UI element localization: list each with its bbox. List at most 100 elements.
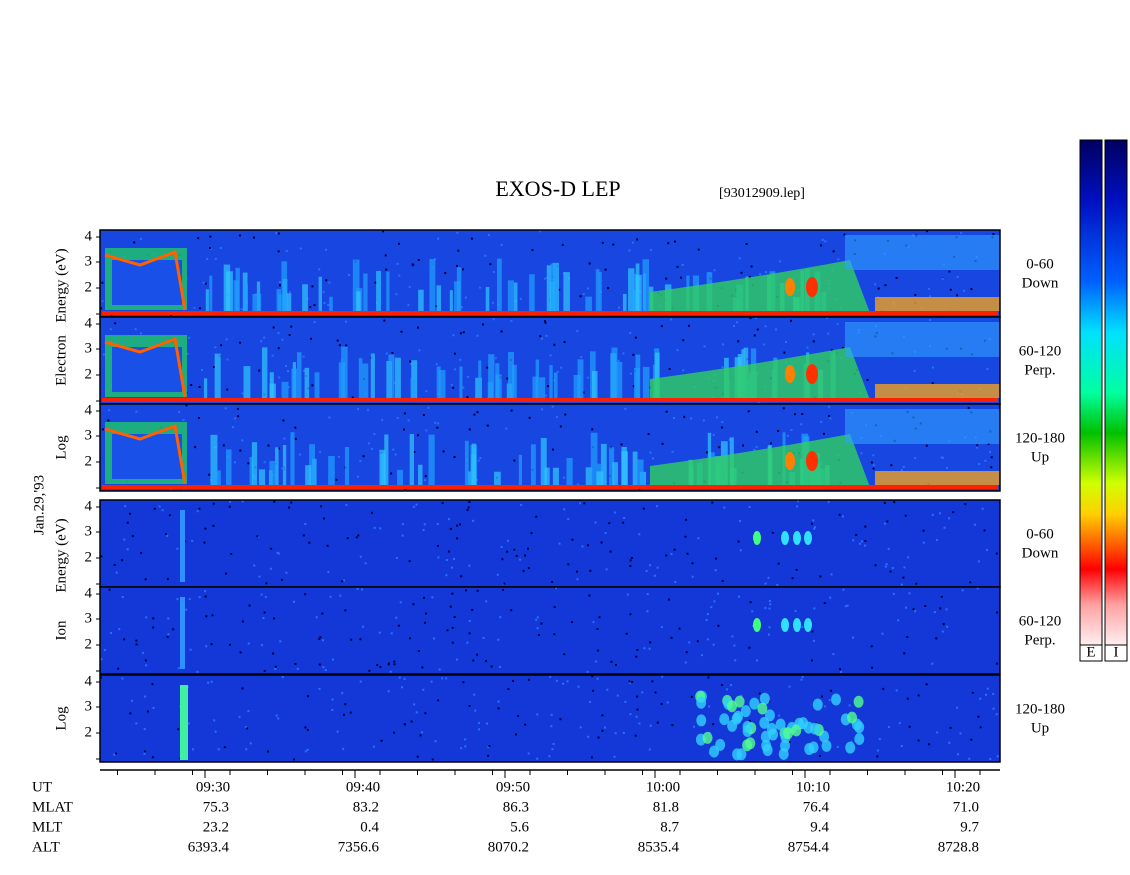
texture — [960, 232, 963, 235]
texture — [382, 230, 385, 233]
texture — [511, 679, 514, 682]
texture — [115, 571, 118, 574]
texture — [441, 677, 444, 680]
spike — [269, 460, 276, 487]
texture — [400, 686, 403, 689]
texture — [462, 268, 465, 271]
texture — [108, 588, 111, 591]
texture — [328, 416, 331, 419]
texture — [686, 552, 689, 555]
texture — [520, 503, 523, 506]
texture — [230, 552, 233, 555]
texture — [648, 647, 651, 650]
texture — [273, 500, 276, 503]
blob — [764, 709, 775, 722]
texture — [631, 680, 634, 683]
texture — [563, 508, 566, 511]
spike — [379, 449, 386, 487]
texture — [373, 526, 376, 529]
spike — [634, 367, 640, 400]
texture — [214, 730, 217, 733]
texture — [311, 384, 314, 387]
texture — [398, 242, 401, 245]
texture — [623, 516, 626, 519]
texture — [891, 567, 894, 570]
spike — [352, 259, 360, 313]
texture — [537, 633, 540, 636]
texture — [864, 540, 867, 543]
texture — [624, 700, 627, 703]
texture — [822, 432, 825, 435]
texture — [682, 369, 685, 372]
texture — [460, 306, 463, 309]
texture — [649, 641, 652, 644]
texture — [357, 534, 360, 537]
texture — [737, 595, 740, 598]
texture — [357, 408, 360, 411]
texture — [551, 748, 554, 751]
spike — [632, 451, 638, 487]
texture — [490, 665, 493, 668]
texture — [962, 289, 965, 292]
texture — [510, 609, 513, 612]
texture — [213, 719, 216, 722]
texture — [883, 501, 886, 504]
y-tick-label: 2 — [85, 366, 93, 382]
texture — [205, 615, 208, 618]
texture — [144, 659, 147, 662]
pitch-label: Up — [1031, 720, 1049, 736]
blob — [803, 721, 814, 734]
texture — [755, 445, 758, 448]
texture — [898, 722, 901, 725]
texture — [931, 366, 934, 369]
texture — [706, 613, 709, 616]
texture — [981, 507, 984, 510]
texture — [422, 688, 425, 691]
texture — [101, 428, 104, 431]
texture — [824, 240, 827, 243]
texture — [448, 518, 451, 521]
texture — [204, 527, 207, 530]
texture — [445, 677, 448, 680]
texture — [476, 334, 479, 337]
texture — [247, 642, 250, 645]
texture — [198, 596, 201, 599]
texture — [790, 428, 793, 431]
texture — [277, 347, 280, 350]
texture — [870, 645, 873, 648]
texture — [555, 587, 558, 590]
texture — [535, 515, 538, 518]
texture — [212, 502, 215, 505]
spike — [338, 362, 346, 400]
texture — [571, 621, 574, 624]
texture — [748, 719, 751, 722]
texture — [636, 708, 639, 711]
texture — [587, 735, 590, 738]
texture — [671, 450, 674, 453]
texture — [717, 592, 720, 595]
texture — [488, 745, 491, 748]
texture — [723, 506, 726, 509]
texture — [134, 328, 137, 331]
texture — [811, 630, 814, 633]
texture — [293, 758, 296, 761]
spike — [488, 354, 495, 400]
texture — [634, 336, 637, 339]
texture — [239, 651, 242, 654]
colorbar-label: I — [1114, 644, 1119, 660]
texture — [995, 611, 998, 614]
texture — [304, 750, 307, 753]
texture — [939, 607, 942, 610]
y-tick-label: 3 — [85, 610, 93, 626]
pitch-label: 120-180 — [1015, 701, 1065, 717]
texture — [226, 358, 229, 361]
texture — [324, 669, 327, 672]
texture — [451, 626, 454, 629]
texture — [176, 598, 179, 601]
texture — [188, 336, 191, 339]
texture — [614, 732, 617, 735]
texture — [322, 291, 325, 294]
blob — [853, 695, 864, 708]
spike — [210, 434, 218, 487]
